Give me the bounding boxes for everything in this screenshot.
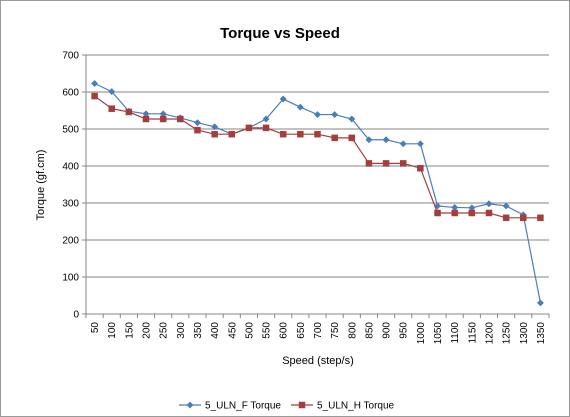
x-tick-label: 850 <box>364 322 375 339</box>
x-tick-label: 450 <box>227 322 238 339</box>
data-point <box>212 131 218 137</box>
x-tick-label: 1200 <box>484 322 495 345</box>
data-point <box>194 127 200 133</box>
data-point <box>91 80 97 86</box>
data-point <box>503 203 509 209</box>
y-tick-label: 200 <box>62 236 79 247</box>
x-tick-label: 1050 <box>433 322 444 345</box>
x-tick-label: 1350 <box>536 322 547 345</box>
data-point <box>160 116 166 122</box>
x-tick-label: 950 <box>399 322 410 339</box>
x-tick-label: 350 <box>193 322 204 339</box>
y-tick-label: 300 <box>62 199 79 210</box>
data-point <box>349 135 355 141</box>
data-point <box>143 116 149 122</box>
data-point <box>299 402 305 408</box>
x-axis-title: Speed (step/s) <box>282 355 354 367</box>
legend: 5_ULN_F Torque 5_ULN_H Torque <box>179 401 395 412</box>
y-tick-label: 500 <box>62 125 79 136</box>
x-tick-label: 900 <box>382 322 393 339</box>
data-point <box>383 160 389 166</box>
data-point <box>280 131 286 137</box>
x-tick-label: 1300 <box>519 322 530 345</box>
x-tick-label: 550 <box>262 322 273 339</box>
y-tick-label: 700 <box>62 51 79 62</box>
data-point <box>126 109 132 115</box>
data-point <box>486 210 492 216</box>
data-point <box>92 93 98 99</box>
data-point <box>194 120 200 126</box>
data-point <box>469 210 475 216</box>
x-tick-labels: 50 100 150 200 250 300 350 400 450 500 550 600 650 70… <box>90 322 547 345</box>
series-1 <box>91 80 543 306</box>
x-tick-label: 1150 <box>467 322 478 344</box>
gridlines <box>82 55 549 314</box>
data-point <box>417 141 423 147</box>
legend-label: 5_ULN_H Torque <box>317 401 395 412</box>
data-point <box>331 111 337 117</box>
x-tick-label: 300 <box>176 322 187 339</box>
legend-label: 5_ULN_F Torque <box>205 401 281 412</box>
data-point <box>297 131 303 137</box>
x-tick-label: 650 <box>296 322 307 339</box>
data-point <box>537 300 543 306</box>
x-tick-label: 500 <box>244 322 255 339</box>
data-point <box>297 104 303 110</box>
y-tick-label: 0 <box>73 310 79 321</box>
x-tick-label: 50 <box>90 322 101 334</box>
data-point <box>400 160 406 166</box>
data-point <box>400 141 406 147</box>
x-tick-label: 250 <box>159 322 170 339</box>
data-point <box>332 135 338 141</box>
x-tick-label: 600 <box>279 322 290 339</box>
x-tick-label: 800 <box>347 322 358 339</box>
data-point <box>537 215 543 221</box>
y-axis-title: Torque (gf.cm) <box>35 150 47 221</box>
chart-title: Torque vs Speed <box>220 25 340 42</box>
x-tick-label: 200 <box>142 322 153 339</box>
data-point <box>187 402 193 408</box>
data-point <box>246 125 252 131</box>
y-tick-label: 100 <box>62 273 79 284</box>
data-point <box>435 210 441 216</box>
series-group <box>91 80 543 306</box>
x-tick-label: 100 <box>107 322 118 339</box>
data-point <box>366 160 372 166</box>
data-point <box>314 111 320 117</box>
data-point <box>229 131 235 137</box>
data-point <box>452 210 458 216</box>
data-point <box>263 125 269 131</box>
data-point <box>417 165 423 171</box>
y-tick-label: 600 <box>62 88 79 99</box>
data-point <box>486 201 492 207</box>
data-point <box>451 204 457 210</box>
data-point <box>520 215 526 221</box>
x-tick-label: 700 <box>313 322 324 339</box>
data-point <box>109 106 115 112</box>
x-tick-label: 150 <box>124 322 135 339</box>
x-tick-label: 750 <box>330 322 341 339</box>
x-tick-label: 400 <box>210 322 221 339</box>
data-point <box>177 116 183 122</box>
x-tick-label: 1250 <box>502 322 513 345</box>
data-point <box>315 131 321 137</box>
x-tick-label: 1100 <box>450 322 461 344</box>
y-tick-label: 400 <box>62 162 79 173</box>
data-point <box>503 215 509 221</box>
x-tick-label: 1000 <box>416 322 427 345</box>
y-tick-labels: 0 100 200 300 400 500 600 700 <box>62 51 79 321</box>
data-point <box>383 137 389 143</box>
legend-entry: 5_ULN_H Torque <box>291 401 395 412</box>
axes <box>86 55 549 318</box>
legend-entry: 5_ULN_F Torque <box>179 401 281 412</box>
